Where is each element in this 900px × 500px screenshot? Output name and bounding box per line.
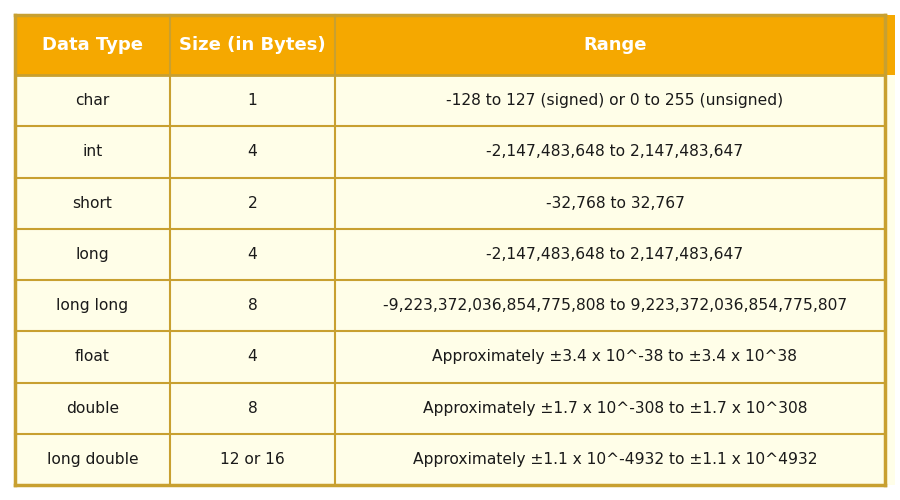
Text: 12 or 16: 12 or 16 (220, 452, 285, 467)
Bar (15, 331, 170, 382)
Bar (335, 331, 895, 382)
Bar (170, 178, 335, 229)
Bar (170, 382, 335, 434)
Bar (170, 15, 335, 75)
Text: 2: 2 (248, 196, 257, 210)
Bar (335, 382, 895, 434)
Text: 4: 4 (248, 247, 257, 262)
Bar (335, 434, 895, 485)
Bar (15, 280, 170, 331)
Bar (335, 178, 895, 229)
Bar (335, 280, 895, 331)
Text: Approximately ±3.4 x 10^-38 to ±3.4 x 10^38: Approximately ±3.4 x 10^-38 to ±3.4 x 10… (433, 350, 797, 364)
Text: int: int (83, 144, 103, 160)
Text: 4: 4 (248, 350, 257, 364)
Text: Approximately ±1.7 x 10^-308 to ±1.7 x 10^308: Approximately ±1.7 x 10^-308 to ±1.7 x 1… (423, 400, 807, 415)
Text: long double: long double (47, 452, 139, 467)
Bar (15, 126, 170, 178)
Text: 8: 8 (248, 298, 257, 313)
Bar (15, 75, 170, 126)
Bar (335, 126, 895, 178)
Text: Range: Range (583, 36, 647, 54)
Bar (335, 229, 895, 280)
Text: -128 to 127 (signed) or 0 to 255 (unsigned): -128 to 127 (signed) or 0 to 255 (unsign… (446, 93, 784, 108)
Text: Data Type: Data Type (42, 36, 143, 54)
Text: 8: 8 (248, 400, 257, 415)
Text: long: long (76, 247, 109, 262)
Bar (170, 126, 335, 178)
Text: Approximately ±1.1 x 10^-4932 to ±1.1 x 10^4932: Approximately ±1.1 x 10^-4932 to ±1.1 x … (413, 452, 817, 467)
Bar (335, 15, 895, 75)
Text: -2,147,483,648 to 2,147,483,647: -2,147,483,648 to 2,147,483,647 (486, 247, 743, 262)
Bar (335, 75, 895, 126)
Text: Size (in Bytes): Size (in Bytes) (179, 36, 326, 54)
Bar (170, 229, 335, 280)
Bar (15, 382, 170, 434)
Bar (15, 178, 170, 229)
Text: long long: long long (57, 298, 129, 313)
Bar (15, 15, 170, 75)
Text: double: double (66, 400, 119, 415)
Text: -9,223,372,036,854,775,808 to 9,223,372,036,854,775,807: -9,223,372,036,854,775,808 to 9,223,372,… (382, 298, 847, 313)
Bar (170, 280, 335, 331)
Bar (170, 434, 335, 485)
Text: short: short (73, 196, 112, 210)
Bar (15, 434, 170, 485)
Text: 1: 1 (248, 93, 257, 108)
Text: -2,147,483,648 to 2,147,483,647: -2,147,483,648 to 2,147,483,647 (486, 144, 743, 160)
Bar (170, 75, 335, 126)
Text: char: char (76, 93, 110, 108)
Bar (15, 229, 170, 280)
Text: 4: 4 (248, 144, 257, 160)
Bar (170, 331, 335, 382)
Text: -32,768 to 32,767: -32,768 to 32,767 (545, 196, 685, 210)
Text: float: float (75, 350, 110, 364)
